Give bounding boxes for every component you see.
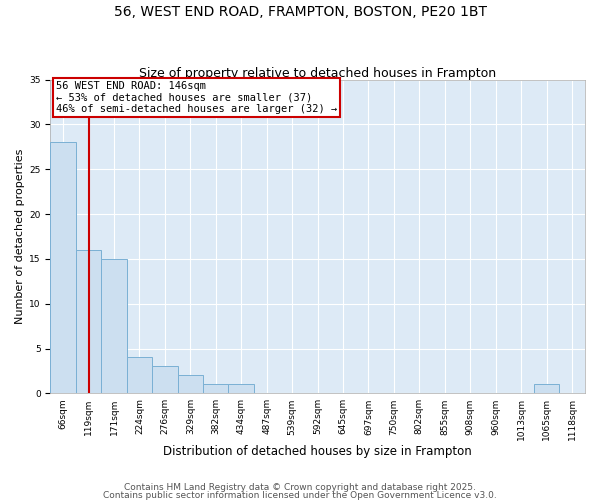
Y-axis label: Number of detached properties: Number of detached properties — [15, 148, 25, 324]
Bar — [229, 384, 254, 394]
Bar — [101, 259, 127, 394]
Text: 56 WEST END ROAD: 146sqm
← 53% of detached houses are smaller (37)
46% of semi-d: 56 WEST END ROAD: 146sqm ← 53% of detach… — [56, 81, 337, 114]
Bar — [203, 384, 229, 394]
Bar — [152, 366, 178, 394]
X-axis label: Distribution of detached houses by size in Frampton: Distribution of detached houses by size … — [163, 444, 472, 458]
Title: Size of property relative to detached houses in Frampton: Size of property relative to detached ho… — [139, 66, 496, 80]
Text: Contains HM Land Registry data © Crown copyright and database right 2025.: Contains HM Land Registry data © Crown c… — [124, 484, 476, 492]
Bar — [127, 358, 152, 394]
Bar — [76, 250, 101, 394]
Text: 56, WEST END ROAD, FRAMPTON, BOSTON, PE20 1BT: 56, WEST END ROAD, FRAMPTON, BOSTON, PE2… — [113, 5, 487, 19]
Text: Contains public sector information licensed under the Open Government Licence v3: Contains public sector information licen… — [103, 490, 497, 500]
Bar — [178, 376, 203, 394]
Bar — [50, 142, 76, 394]
Bar — [534, 384, 559, 394]
